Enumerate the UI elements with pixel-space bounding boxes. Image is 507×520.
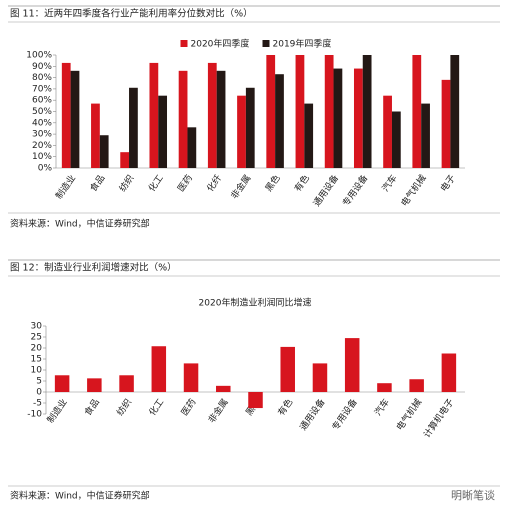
legend-swatch	[180, 40, 188, 47]
x-tick-label: 化纤	[204, 172, 224, 194]
x-tick-label: 通用设备	[311, 172, 341, 208]
caption: 图 12：制造业行业利润增速对比（%）	[10, 262, 177, 274]
bar	[151, 346, 167, 392]
bar	[158, 95, 168, 168]
bar	[266, 55, 276, 168]
bar	[391, 111, 401, 168]
bar	[421, 103, 430, 168]
y-tick-label: 30%	[32, 130, 52, 140]
bar	[245, 87, 255, 168]
x-tick-label: 制造业	[44, 396, 69, 425]
bar	[99, 135, 109, 168]
x-tick-label: 电气机械	[398, 172, 428, 208]
bar	[362, 55, 372, 168]
y-tick-label: 50%	[32, 107, 52, 117]
x-tick-label: 纺织	[114, 396, 134, 418]
y-tick-label: 80%	[32, 73, 52, 83]
bar	[70, 70, 80, 168]
bar	[295, 55, 305, 168]
legend-swatch	[262, 40, 270, 47]
y-tick-label: 20%	[32, 141, 52, 151]
bar	[450, 55, 460, 168]
x-tick-label: 食品	[82, 396, 102, 418]
y-tick-label: 90%	[32, 62, 52, 72]
x-tick-label: 化工	[146, 172, 166, 194]
y-tick-label: 20	[31, 344, 43, 354]
bar	[216, 70, 226, 168]
x-tick-label: 有色	[292, 172, 312, 194]
x-tick-label: 医药	[179, 397, 198, 418]
source: 资料来源：Wind，中信证券研究部	[10, 490, 150, 502]
bar	[409, 379, 424, 392]
source: 资料来源：Wind，中信证券研究部	[10, 218, 150, 230]
bar	[312, 363, 328, 392]
x-tick-label: 纺织	[116, 172, 136, 194]
bar	[149, 62, 159, 168]
bar	[54, 375, 70, 392]
x-tick-label: 有色	[275, 396, 295, 418]
bar	[61, 62, 71, 168]
x-tick-label: 非金属	[205, 396, 230, 425]
bar	[353, 68, 363, 168]
bar	[207, 62, 217, 168]
y-tick-label: 0%	[38, 164, 53, 174]
x-tick-label: 通用设备	[297, 396, 327, 432]
x-tick-label: 电气机械	[394, 396, 424, 432]
y-tick-label: 100%	[26, 51, 52, 61]
y-tick-label: -10	[27, 410, 42, 420]
bar	[87, 378, 102, 392]
y-tick-label: 70%	[32, 84, 52, 94]
x-tick-label: 汽车	[372, 396, 392, 418]
x-tick-label: 汽车	[379, 172, 399, 194]
bar	[304, 103, 314, 168]
x-tick-label: 专用设备	[329, 396, 359, 432]
bar	[275, 74, 284, 168]
bar	[324, 55, 334, 168]
bar	[237, 95, 246, 168]
bar	[120, 152, 130, 168]
bar	[333, 68, 343, 168]
y-tick-label: 15	[31, 355, 42, 365]
bar	[441, 79, 451, 168]
x-tick-label: 制造业	[53, 172, 78, 201]
watermark: 明晰笔谈	[451, 488, 495, 502]
bar	[344, 338, 360, 392]
y-tick-label: 10	[31, 366, 43, 376]
x-tick-label: 电子	[438, 172, 458, 194]
bar	[178, 70, 188, 168]
bar	[248, 392, 263, 409]
legend-label: 2019年四季度	[273, 38, 332, 50]
bar	[129, 87, 138, 168]
x-tick-label: 专用设备	[340, 172, 370, 208]
bar	[187, 127, 197, 168]
x-tick-label: 食品	[87, 172, 107, 194]
y-tick-label: 40%	[32, 118, 52, 128]
y-tick-label: -5	[33, 399, 42, 409]
y-tick-label: 60%	[32, 96, 52, 106]
bar	[91, 103, 100, 168]
chart-title: 2020年制造业利润同比增速	[199, 297, 312, 309]
y-tick-label: 10%	[32, 152, 52, 162]
bar	[377, 383, 392, 392]
bar	[183, 363, 199, 392]
y-tick-label: 0	[36, 388, 42, 398]
bar	[383, 95, 392, 168]
y-tick-label: 30	[31, 322, 43, 332]
caption: 图 11：近两年四季度各行业产能利用率分位数对比（%）	[10, 8, 253, 20]
legend-label: 2020年四季度	[191, 38, 250, 50]
x-tick-label: 黑色	[262, 172, 282, 194]
bar	[412, 55, 422, 168]
x-tick-label: 化工	[146, 396, 166, 418]
x-tick-label: 医药	[176, 173, 195, 194]
y-tick-label: 25	[31, 333, 42, 343]
x-tick-label: 计算机电子	[421, 396, 457, 440]
bar	[119, 375, 134, 392]
bar	[280, 346, 295, 392]
y-tick-label: 5	[36, 377, 42, 387]
x-tick-label: 非金属	[228, 172, 253, 201]
bar	[441, 353, 457, 392]
bar	[216, 385, 231, 392]
